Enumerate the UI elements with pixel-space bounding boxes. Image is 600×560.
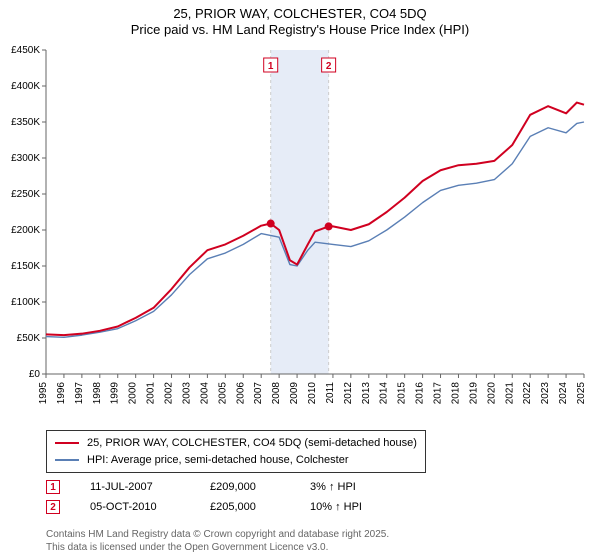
attribution-line: This data is licensed under the Open Gov… [46, 541, 389, 554]
legend-box: 25, PRIOR WAY, COLCHESTER, CO4 5DQ (semi… [46, 430, 426, 473]
svg-text:£300K: £300K [11, 153, 40, 164]
svg-text:1: 1 [268, 61, 274, 72]
svg-text:2010: 2010 [307, 382, 318, 405]
svg-text:2002: 2002 [164, 382, 175, 405]
svg-text:2015: 2015 [397, 382, 408, 405]
svg-text:£100K: £100K [11, 297, 40, 308]
svg-text:2014: 2014 [379, 382, 390, 405]
line-chart: 1 2 £0 £50K £100K £150K £200K £250K £300K £350K £4… [0, 44, 600, 424]
chart-area: 1 2 £0 £50K £100K £150K £200K £250K £300K £350K £4… [0, 44, 600, 424]
svg-text:£450K: £450K [11, 45, 40, 56]
legend-label: 25, PRIOR WAY, COLCHESTER, CO4 5DQ (semi… [87, 435, 417, 452]
title-line-1: 25, PRIOR WAY, COLCHESTER, CO4 5DQ [0, 6, 600, 22]
title-line-2: Price paid vs. HM Land Registry's House … [0, 22, 600, 38]
svg-text:1998: 1998 [92, 382, 103, 405]
legend-row: 25, PRIOR WAY, COLCHESTER, CO4 5DQ (semi… [55, 435, 417, 452]
svg-text:2013: 2013 [361, 382, 372, 405]
svg-text:2018: 2018 [450, 382, 461, 405]
data-points-block: 1 11-JUL-2007 £209,000 3% ↑ HPI 2 05-OCT… [46, 480, 400, 520]
svg-text:2016: 2016 [415, 382, 426, 405]
svg-text:£400K: £400K [11, 81, 40, 92]
attribution-block: Contains HM Land Registry data © Crown c… [46, 528, 389, 554]
svg-text:2017: 2017 [433, 382, 444, 405]
svg-text:£0: £0 [29, 369, 41, 380]
attribution-line: Contains HM Land Registry data © Crown c… [46, 528, 389, 541]
svg-text:2006: 2006 [235, 382, 246, 405]
data-point-date: 11-JUL-2007 [90, 481, 180, 493]
data-point-row: 2 05-OCT-2010 £205,000 10% ↑ HPI [46, 500, 400, 514]
legend-swatch [55, 459, 79, 461]
svg-text:2020: 2020 [486, 382, 497, 405]
legend-swatch [55, 442, 79, 444]
svg-text:2011: 2011 [325, 382, 336, 404]
svg-text:2004: 2004 [199, 382, 210, 405]
svg-text:£50K: £50K [17, 333, 41, 344]
chart-title-block: 25, PRIOR WAY, COLCHESTER, CO4 5DQ Price… [0, 0, 600, 39]
svg-text:2012: 2012 [343, 382, 354, 405]
svg-text:2007: 2007 [253, 382, 264, 405]
svg-text:2005: 2005 [217, 382, 228, 405]
data-point-marker: 1 [46, 480, 60, 494]
data-point-marker: 2 [46, 500, 60, 514]
svg-text:2022: 2022 [522, 382, 533, 405]
data-point-price: £209,000 [210, 481, 280, 493]
svg-text:2009: 2009 [289, 382, 300, 405]
svg-text:2008: 2008 [271, 382, 282, 405]
svg-text:1995: 1995 [38, 382, 49, 405]
svg-text:2000: 2000 [128, 382, 139, 405]
data-point-date: 05-OCT-2010 [90, 501, 180, 513]
page-container: 25, PRIOR WAY, COLCHESTER, CO4 5DQ Price… [0, 0, 600, 560]
svg-text:2003: 2003 [181, 382, 192, 405]
legend-label: HPI: Average price, semi-detached house,… [87, 452, 349, 469]
svg-text:2001: 2001 [146, 382, 157, 405]
svg-text:2021: 2021 [504, 382, 515, 405]
svg-text:2025: 2025 [576, 382, 587, 405]
svg-text:£250K: £250K [11, 189, 40, 200]
svg-text:£150K: £150K [11, 261, 40, 272]
data-point-pct: 3% ↑ HPI [310, 481, 400, 493]
svg-text:2023: 2023 [540, 382, 551, 405]
legend-row: HPI: Average price, semi-detached house,… [55, 452, 417, 469]
svg-text:£200K: £200K [11, 225, 40, 236]
data-point-pct: 10% ↑ HPI [310, 501, 400, 513]
data-point-row: 1 11-JUL-2007 £209,000 3% ↑ HPI [46, 480, 400, 494]
svg-text:1996: 1996 [56, 382, 67, 405]
data-point-price: £205,000 [210, 501, 280, 513]
svg-text:1997: 1997 [74, 382, 85, 405]
svg-text:£350K: £350K [11, 117, 40, 128]
svg-text:2019: 2019 [468, 382, 479, 405]
svg-text:2024: 2024 [558, 382, 569, 405]
svg-text:2: 2 [326, 61, 332, 72]
svg-text:1999: 1999 [110, 382, 121, 405]
